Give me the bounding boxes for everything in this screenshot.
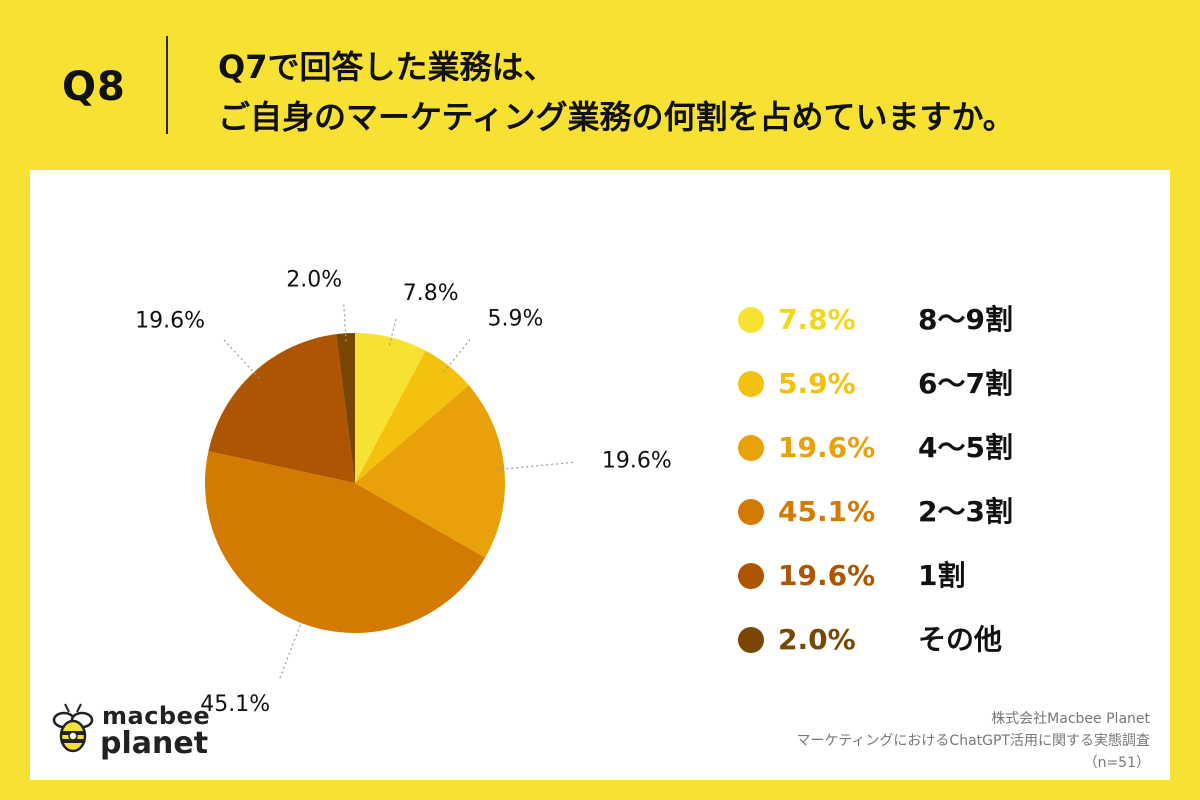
legend-percentage: 45.1% bbox=[778, 495, 876, 528]
callout-label-1: 7.8% bbox=[403, 281, 459, 306]
pie-slice-6 bbox=[336, 333, 355, 483]
source-company: 株式会社Macbee Planet bbox=[991, 711, 1150, 727]
leader-line-2 bbox=[443, 337, 472, 373]
pie-chart: 7.8% 5.9% 19.6% 45.1% 19.6% 2.0% bbox=[135, 267, 672, 717]
chart-card: 7.8% 5.9% 19.6% 45.1% 19.6% 2.0% 7.8% 8〜9割 5.9%… bbox=[30, 170, 1170, 780]
legend-swatch bbox=[738, 435, 764, 461]
logo-text-top: macbee bbox=[102, 702, 211, 730]
legend-percentage: 2.0% bbox=[778, 623, 856, 656]
source-note: 株式会社Macbee Planet マーケティングにおけるChatGPT活用に関… bbox=[797, 708, 1150, 774]
legend-category: その他 bbox=[918, 623, 1003, 656]
source-survey-title: マーケティングにおけるChatGPT活用に関する実態調査 bbox=[796, 733, 1150, 749]
legend-swatch bbox=[738, 307, 764, 333]
legend-percentage: 19.6% bbox=[778, 431, 876, 464]
leader-line-5 bbox=[222, 338, 260, 379]
legend-swatch bbox=[738, 563, 764, 589]
legend-percentage: 5.9% bbox=[778, 367, 856, 400]
legend-item: 2.0% その他 bbox=[738, 621, 1118, 685]
sample-size: （n=51） bbox=[1083, 755, 1150, 771]
legend-category: 1割 bbox=[918, 559, 966, 592]
header-divider bbox=[166, 36, 168, 134]
question-number: Q8 bbox=[62, 64, 126, 110]
callout-label-5: 19.6% bbox=[135, 308, 205, 333]
pie-slice-4 bbox=[205, 451, 486, 633]
pie-slice-2 bbox=[355, 350, 469, 483]
callout-label-4: 45.1% bbox=[200, 692, 270, 717]
legend-category: 6〜7割 bbox=[918, 367, 1013, 400]
legend-swatch bbox=[738, 627, 764, 653]
legend-percentage: 19.6% bbox=[778, 559, 876, 592]
legend-item: 19.6% 4〜5割 bbox=[738, 429, 1118, 493]
question-title-line-1: Q7で回答した業務は、 bbox=[218, 48, 556, 86]
question-title: Q7で回答した業務は、 ご自身のマーケティング業務の何割を占めていますか。 bbox=[218, 42, 1178, 142]
pie-slice-5 bbox=[208, 334, 355, 483]
pie-slice-3 bbox=[355, 385, 505, 558]
callout-label-2: 5.9% bbox=[488, 307, 544, 332]
callout-label-3: 19.6% bbox=[602, 449, 672, 474]
legend: 7.8% 8〜9割 5.9% 6〜7割 19.6% 4〜5割 45.1% 2〜3割 19.6% 1… bbox=[738, 301, 1118, 685]
leader-line-3 bbox=[496, 461, 577, 471]
pie-slice-1 bbox=[355, 333, 426, 483]
legend-category: 2〜3割 bbox=[918, 495, 1013, 528]
legend-item: 5.9% 6〜7割 bbox=[738, 365, 1118, 429]
logo-text-bottom: planet bbox=[100, 726, 209, 761]
legend-category: 8〜9割 bbox=[918, 303, 1013, 336]
legend-item: 19.6% 1割 bbox=[738, 557, 1118, 621]
leader-line-4 bbox=[278, 615, 305, 680]
legend-item: 7.8% 8〜9割 bbox=[738, 301, 1118, 365]
bee-icon bbox=[52, 703, 94, 753]
legend-item: 45.1% 2〜3割 bbox=[738, 493, 1118, 557]
legend-category: 4〜5割 bbox=[918, 431, 1013, 464]
callout-label-6: 2.0% bbox=[286, 267, 342, 292]
question-title-line-2: ご自身のマーケティング業務の何割を占めていますか。 bbox=[218, 98, 1015, 136]
legend-swatch bbox=[738, 371, 764, 397]
macbee-planet-logo: macbee planet bbox=[48, 698, 218, 762]
legend-percentage: 7.8% bbox=[778, 303, 856, 336]
leader-line-6 bbox=[343, 304, 347, 342]
legend-swatch bbox=[738, 499, 764, 525]
